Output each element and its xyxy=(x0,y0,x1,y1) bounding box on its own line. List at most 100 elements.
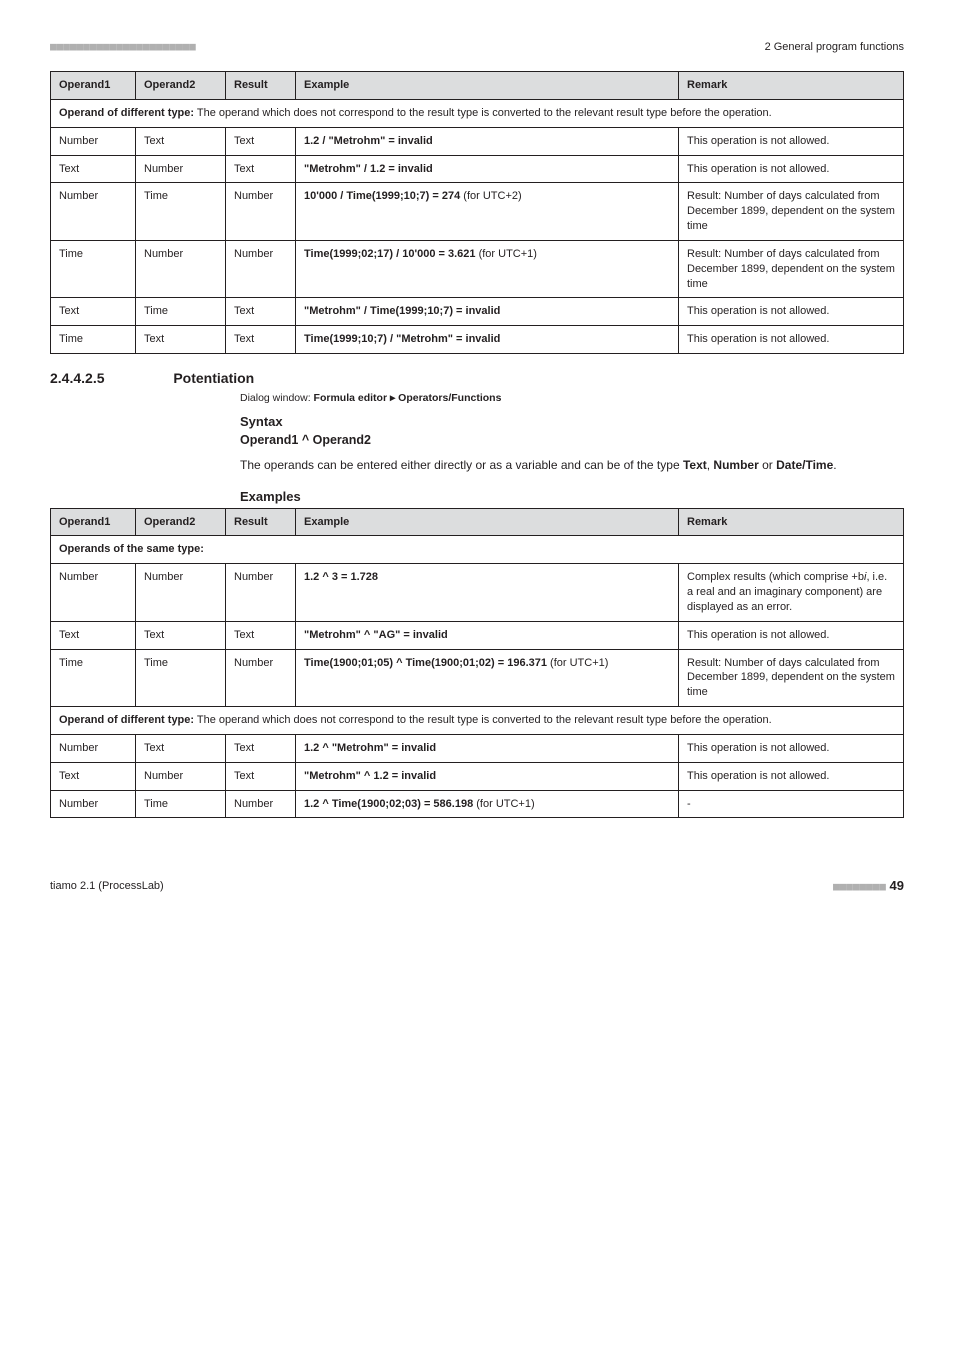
ex-bold: Time(1999;02;17) / 10'000 = 3.621 xyxy=(304,248,476,260)
cell-op1: Number xyxy=(51,734,136,762)
table-row: Number Text Text 1.2 ^ "Metrohm" = inval… xyxy=(51,734,904,762)
cell-ex: Time(1999;02;17) / 10'000 = 3.621 (for U… xyxy=(296,240,679,298)
table-header-row: Operand1 Operand2 Result Example Remark xyxy=(51,72,904,100)
cell-rem: This operation is not allowed. xyxy=(679,621,904,649)
span-rest: The operand which does not correspond to… xyxy=(194,714,772,726)
th-remark: Remark xyxy=(679,508,904,536)
th-result: Result xyxy=(226,508,296,536)
examples-label: Examples xyxy=(240,489,904,504)
cell-rem: This operation is not allowed. xyxy=(679,734,904,762)
cell-op1: Time xyxy=(51,649,136,707)
th-example: Example xyxy=(296,508,679,536)
cell-rem: - xyxy=(679,790,904,818)
cell-rem: This operation is not allowed. xyxy=(679,127,904,155)
cell-res: Number xyxy=(226,240,296,298)
cell-res: Text xyxy=(226,734,296,762)
footer-right: ■■■■■■■■ 49 xyxy=(833,878,904,893)
cell-ex: 1.2 ^ 3 = 1.728 xyxy=(296,564,679,622)
cell-rem: This operation is not allowed. xyxy=(679,298,904,326)
table-row: Number Number Number 1.2 ^ 3 = 1.728 Com… xyxy=(51,564,904,622)
span-cell: Operand of different type: The operand w… xyxy=(51,99,904,127)
cell-res: Text xyxy=(226,621,296,649)
para-after: . xyxy=(833,458,836,472)
table-span-row-diff: Operand of different type: The operand w… xyxy=(51,707,904,735)
ex-rest: (for UTC+1) xyxy=(547,657,608,669)
cell-rem: Result: Number of days calculated from D… xyxy=(679,183,904,241)
description-paragraph: The operands can be entered either direc… xyxy=(240,457,904,474)
cell-rem: This operation is not allowed. xyxy=(679,155,904,183)
table-row: Time Number Number Time(1999;02;17) / 10… xyxy=(51,240,904,298)
cell-op1: Text xyxy=(51,762,136,790)
th-operand2: Operand2 xyxy=(136,72,226,100)
cell-op1: Time xyxy=(51,240,136,298)
table-row: Text Number Text "Metrohm" / 1.2 = inval… xyxy=(51,155,904,183)
ex-bold: "Metrohm" / 1.2 = invalid xyxy=(304,163,433,175)
table-row: Number Text Text 1.2 / "Metrohm" = inval… xyxy=(51,127,904,155)
cell-res: Number xyxy=(226,564,296,622)
page-header: ■■■■■■■■■■■■■■■■■■■■■■ 2 General program… xyxy=(50,40,904,53)
dialog-prefix: Dialog window: xyxy=(240,392,314,404)
table-row: Time Time Number Time(1900;01;05) ^ Time… xyxy=(51,649,904,707)
section-title: Potentiation xyxy=(173,370,254,386)
table-header-row: Operand1 Operand2 Result Example Remark xyxy=(51,508,904,536)
span-bold: Operands of the same type: xyxy=(59,543,204,555)
span-bold: Operand of different type: xyxy=(59,714,194,726)
cell-op1: Number xyxy=(51,127,136,155)
th-operand1: Operand1 xyxy=(51,508,136,536)
cell-ex: 1.2 ^ "Metrohm" = invalid xyxy=(296,734,679,762)
cell-ex: 10'000 / Time(1999;10;7) = 274 (for UTC+… xyxy=(296,183,679,241)
cell-op2: Time xyxy=(136,298,226,326)
cell-op2: Time xyxy=(136,183,226,241)
table-row: Text Number Text "Metrohm" ^ 1.2 = inval… xyxy=(51,762,904,790)
ex-bold: 1.2 / "Metrohm" = invalid xyxy=(304,135,433,147)
footer-dashes: ■■■■■■■■ xyxy=(833,880,886,893)
cell-op2: Number xyxy=(136,762,226,790)
cell-ex: "Metrohm" / 1.2 = invalid xyxy=(296,155,679,183)
header-chapter: 2 General program functions xyxy=(765,41,904,53)
cell-rem: Result: Number of days calculated from D… xyxy=(679,649,904,707)
table-row: Number Time Number 10'000 / Time(1999;10… xyxy=(51,183,904,241)
ex-bold: Time(1900;01;05) ^ Time(1900;01;02) = 19… xyxy=(304,657,547,669)
ex-bold: 1.2 ^ 3 = 1.728 xyxy=(304,571,378,583)
ex-bold: 1.2 ^ "Metrohm" = invalid xyxy=(304,742,436,754)
para-type-datetime: Date/Time xyxy=(776,458,833,472)
cell-op1: Number xyxy=(51,564,136,622)
cell-res: Text xyxy=(226,326,296,354)
cell-op1: Number xyxy=(51,790,136,818)
footer-page-number: 49 xyxy=(886,878,904,893)
ex-rest: (for UTC+1) xyxy=(476,248,537,260)
cell-op2: Text xyxy=(136,127,226,155)
syntax-label: Syntax xyxy=(240,414,904,429)
cell-ex: 1.2 ^ Time(1900;02;03) = 586.198 (for UT… xyxy=(296,790,679,818)
th-example: Example xyxy=(296,72,679,100)
cell-op1: Text xyxy=(51,621,136,649)
table-row: Time Text Text Time(1999;10;7) / "Metroh… xyxy=(51,326,904,354)
cell-op2: Time xyxy=(136,649,226,707)
th-result: Result xyxy=(226,72,296,100)
table-row: Text Time Text "Metrohm" / Time(1999;10;… xyxy=(51,298,904,326)
table-division-diff-type: Operand1 Operand2 Result Example Remark … xyxy=(50,71,904,354)
ex-rest: (for UTC+2) xyxy=(460,190,521,202)
dialog-path: Formula editor ▸ Operators/Functions xyxy=(314,392,502,404)
cell-rem: This operation is not allowed. xyxy=(679,762,904,790)
section-heading: 2.4.4.2.5 Potentiation xyxy=(50,370,904,386)
table-span-row-same: Operands of the same type: xyxy=(51,536,904,564)
section-number: 2.4.4.2.5 xyxy=(50,370,170,386)
table-span-row: Operand of different type: The operand w… xyxy=(51,99,904,127)
ex-bold: 1.2 ^ Time(1900;02;03) = 586.198 xyxy=(304,798,473,810)
para-sep: or xyxy=(759,458,776,472)
page-footer: tiamo 2.1 (ProcessLab) ■■■■■■■■ 49 xyxy=(50,878,904,893)
cell-op1: Text xyxy=(51,155,136,183)
cell-ex: 1.2 / "Metrohm" = invalid xyxy=(296,127,679,155)
span-bold: Operand of different type: xyxy=(59,107,194,119)
syntax-formula: Operand1 ^ Operand2 xyxy=(240,433,904,447)
header-dashes: ■■■■■■■■■■■■■■■■■■■■■■ xyxy=(50,40,196,53)
cell-op2: Text xyxy=(136,326,226,354)
dialog-window-line: Dialog window: Formula editor ▸ Operator… xyxy=(240,392,904,404)
cell-ex: "Metrohm" ^ 1.2 = invalid xyxy=(296,762,679,790)
cell-res: Number xyxy=(226,790,296,818)
para-before: The operands can be entered either direc… xyxy=(240,458,683,472)
cell-res: Text xyxy=(226,298,296,326)
cell-op1: Text xyxy=(51,298,136,326)
cell-ex: "Metrohm" ^ "AG" = invalid xyxy=(296,621,679,649)
